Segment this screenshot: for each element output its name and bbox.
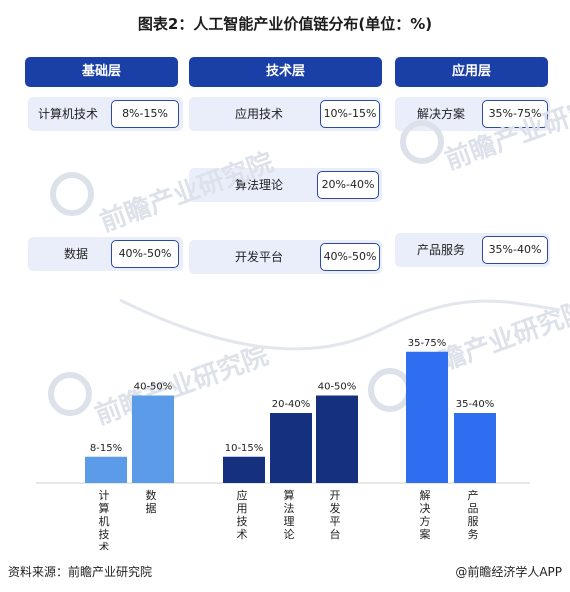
data-label-5: 40-50%: [318, 382, 357, 393]
row-label: 算法理论: [235, 178, 284, 192]
row-solutions: 解决方案 35%-75%: [395, 97, 550, 131]
row-label: 解决方案: [417, 107, 466, 121]
bar-6: [406, 351, 448, 483]
column-header-base: 基础层: [25, 57, 178, 87]
category-label-6: 解决方案: [420, 488, 431, 541]
column-header-tech: 技术层: [189, 57, 382, 87]
row-algorithm-theory: 算法理论 20%-40%: [189, 168, 382, 202]
bar-2: [132, 395, 174, 483]
row-value: 35%-75%: [482, 100, 548, 128]
data-label-4: 20-40%: [272, 399, 311, 410]
row-label: 开发平台: [235, 250, 284, 264]
bar-4: [270, 413, 312, 483]
row-value: 40%-50%: [111, 240, 179, 268]
row-value: 35%-40%: [482, 236, 548, 264]
row-data: 数据 40%-50%: [28, 237, 183, 271]
row-dev-platform: 开发平台 40%-50%: [189, 240, 382, 274]
row-label: 应用技术: [235, 107, 284, 121]
row-value: 40%-50%: [320, 243, 380, 271]
column-header-app: 应用层: [395, 57, 548, 87]
row-application-tech: 应用技术 10%-15%: [189, 97, 382, 131]
data-label-6: 35-75%: [408, 338, 447, 349]
row-label: 计算机技术: [38, 107, 99, 121]
row-product-services: 产品服务 35%-40%: [395, 233, 550, 267]
data-label-1: 8-15%: [90, 443, 122, 454]
row-value: 8%-15%: [111, 100, 179, 128]
decorative-curve: [119, 298, 561, 351]
category-label-2: 数据: [146, 489, 157, 515]
row-value: 10%-15%: [320, 100, 380, 128]
category-label-3: 应用技术: [237, 488, 248, 541]
bar-5: [316, 395, 358, 483]
watermark-logo-icon: [50, 172, 94, 216]
row-computer-tech: 计算机技术 8%-15%: [28, 97, 183, 131]
category-label-4: 算法理论: [284, 488, 295, 541]
bar-3: [223, 456, 265, 483]
data-label-3: 10-15%: [225, 443, 264, 454]
bar-7: [454, 413, 496, 483]
row-label: 数据: [64, 247, 89, 261]
category-label-5: 开发平台: [330, 489, 341, 541]
category-label-1: 计算机技术: [99, 489, 110, 550]
category-label-7: 产品服务: [468, 488, 479, 541]
chart-title: 图表2：人工智能产业价值链分布(单位：%): [137, 15, 433, 33]
bar-1: [85, 456, 127, 483]
data-label-7: 35-40%: [456, 399, 495, 410]
source-note: 资料来源：前瞻产业研究院: [8, 565, 153, 579]
row-value: 20%-40%: [317, 171, 379, 199]
data-label-2: 40-50%: [134, 382, 173, 393]
brand-note: @前瞻经济学人APP: [455, 565, 562, 579]
row-label: 产品服务: [417, 243, 466, 257]
bar-chart: 8-15% 计算机技术 40-50% 数据 10-15% 应用技术 20-40% 算法理论 40…: [36, 298, 561, 550]
